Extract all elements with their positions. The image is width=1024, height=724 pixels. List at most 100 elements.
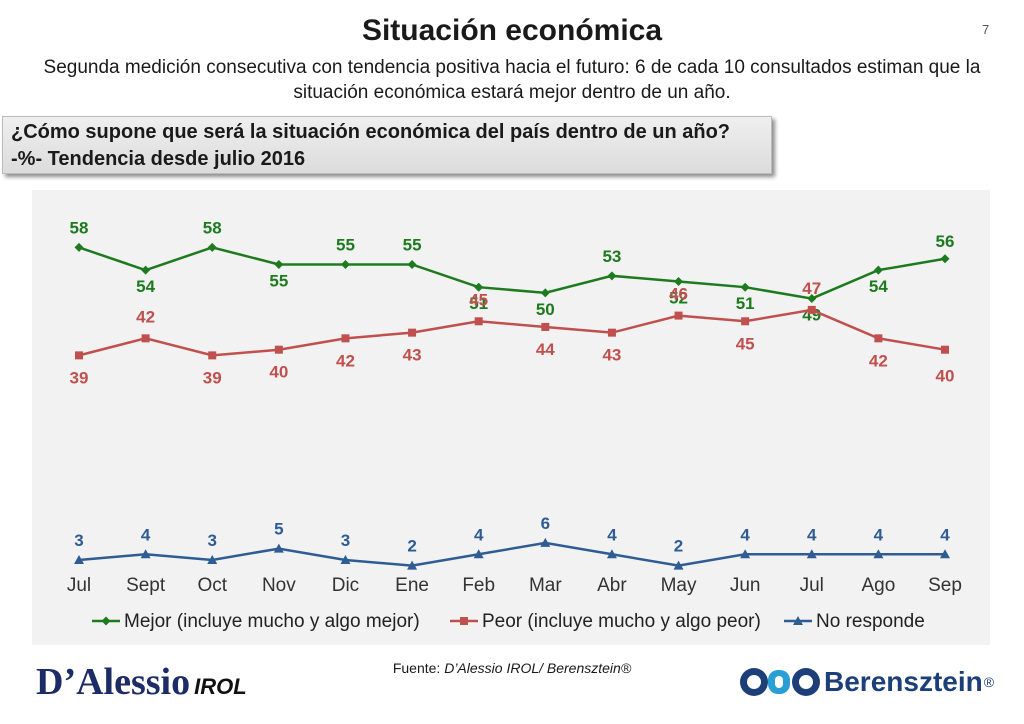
data-label-2-11: 4: [807, 525, 817, 544]
data-point-2-7: [540, 537, 551, 547]
data-label-1-4: 42: [336, 351, 355, 370]
data-label-2-4: 3: [341, 531, 350, 550]
page-title: Situación económica: [361, 14, 663, 47]
data-label-0-9: 52: [669, 289, 688, 308]
data-point-0-12: [873, 265, 883, 275]
x-tick-label-4: Dic: [332, 575, 359, 596]
data-point-0-10: [740, 282, 750, 292]
data-point-1-4: [341, 334, 350, 343]
data-point-0-0: [74, 242, 84, 252]
x-tick-label-0: Jul: [67, 575, 91, 596]
data-label-1-8: 43: [602, 346, 621, 365]
data-label-1-7: 44: [536, 340, 555, 359]
data-point-1-6: [474, 317, 483, 326]
data-point-1-13: [941, 345, 949, 354]
x-tick-label-13: Sep: [928, 575, 962, 596]
x-tick-label-2: Oct: [197, 575, 227, 596]
source-note: Fuente: D’Alessio IROL/ Berensztein®: [0, 660, 1024, 676]
data-point-1-1: [141, 334, 150, 343]
data-label-2-0: 3: [74, 531, 83, 550]
data-point-1-10: [741, 317, 750, 326]
data-label-2-5: 2: [407, 537, 416, 556]
data-label-1-6: 45: [469, 290, 488, 309]
x-tick-label-8: Abr: [597, 575, 627, 596]
data-point-2-1: [140, 549, 151, 559]
data-label-1-11: 47: [802, 279, 821, 298]
series-line-0: [78, 246, 946, 300]
data-label-2-3: 5: [274, 520, 283, 539]
data-point-1-5: [408, 328, 417, 337]
data-point-1-9: [674, 311, 683, 320]
data-label-0-6: 51: [469, 294, 488, 313]
data-point-2-11: [806, 549, 817, 559]
data-label-1-9: 46: [669, 285, 688, 304]
legend-marker-2: [793, 616, 803, 625]
x-tick-label-6: Feb: [462, 575, 495, 596]
data-label-1-10: 45: [736, 334, 755, 353]
x-tick-label-9: May: [661, 575, 697, 596]
data-point-1-2: [208, 351, 217, 360]
data-label-2-9: 2: [674, 537, 683, 556]
series-line-1: [78, 308, 946, 357]
irol-logo-text: IROL: [194, 674, 247, 699]
x-tick-label-3: Nov: [262, 575, 296, 596]
legend-marker-1: [460, 617, 468, 625]
data-label-0-12: 54: [869, 277, 888, 296]
data-label-0-3: 55: [269, 271, 288, 290]
berensztein-logo-icon: [740, 668, 820, 696]
data-point-1-0: [75, 351, 83, 360]
data-point-0-7: [540, 288, 550, 298]
x-tick-label-5: Ene: [395, 575, 429, 596]
data-point-2-3: [273, 543, 284, 553]
data-point-2-2: [207, 554, 218, 564]
data-label-2-8: 4: [607, 525, 617, 544]
source-prefix: Fuente:: [392, 660, 445, 676]
data-point-2-4: [340, 554, 351, 564]
data-label-1-5: 43: [403, 346, 422, 365]
series-line-2: [78, 541, 945, 567]
data-label-1-0: 39: [70, 368, 89, 387]
data-point-2-0: [74, 554, 84, 564]
data-point-1-12: [874, 334, 883, 343]
data-label-2-1: 4: [141, 525, 151, 544]
data-label-0-10: 51: [736, 294, 755, 313]
data-point-0-13: [940, 254, 950, 264]
x-tick-label-11: Jul: [800, 575, 824, 596]
data-point-0-3: [274, 259, 284, 269]
data-point-0-2: [207, 242, 217, 252]
data-label-2-2: 3: [207, 531, 216, 550]
data-point-2-6: [473, 549, 484, 559]
x-tick-label-12: Ago: [861, 575, 895, 596]
question-subtext: -%- Tendencia desde julio 2016: [11, 148, 306, 170]
x-tick-label-1: Sept: [126, 575, 166, 596]
page-number: 7: [982, 22, 990, 37]
legend-label-1: Peor (incluye mucho y algo peor): [482, 611, 761, 632]
data-label-0-1: 54: [136, 277, 155, 296]
data-point-2-12: [873, 549, 884, 559]
legend-marker-0: [101, 616, 111, 626]
data-point-1-8: [607, 328, 616, 337]
question-box: ¿Cómo supone que será la situación econó…: [2, 116, 772, 174]
data-point-0-5: [407, 259, 417, 269]
data-label-0-13: 56: [936, 232, 955, 251]
data-point-0-8: [607, 271, 617, 281]
data-point-1-11: [807, 305, 816, 314]
legend-label-2: No responde: [816, 611, 925, 632]
chart-panel: 58 54 58 55 55 55 51 50 53 52 51 49 54 56 39 42 39 40 42 43…: [32, 190, 990, 645]
berensztein-logo: Berensztein ®: [738, 662, 994, 702]
dalessio-logo: D’Alessio IROL: [36, 660, 247, 704]
data-label-1-3: 40: [269, 363, 288, 382]
data-label-0-7: 50: [536, 300, 555, 319]
data-label-0-4: 55: [336, 235, 355, 254]
data-label-1-13: 40: [936, 367, 955, 386]
data-point-2-9: [673, 560, 684, 570]
source-text: D’Alessio IROL/ Berensztein®: [444, 660, 632, 676]
data-label-1-1: 42: [136, 307, 155, 326]
data-label-2-13: 4: [940, 525, 950, 544]
legend-label-0: Mejor (incluye mucho y algo mejor): [124, 611, 420, 632]
data-point-1-3: [274, 345, 283, 354]
data-point-0-11: [807, 294, 817, 304]
data-point-0-9: [674, 277, 684, 287]
data-point-0-1: [141, 265, 151, 275]
data-point-2-10: [740, 549, 751, 559]
